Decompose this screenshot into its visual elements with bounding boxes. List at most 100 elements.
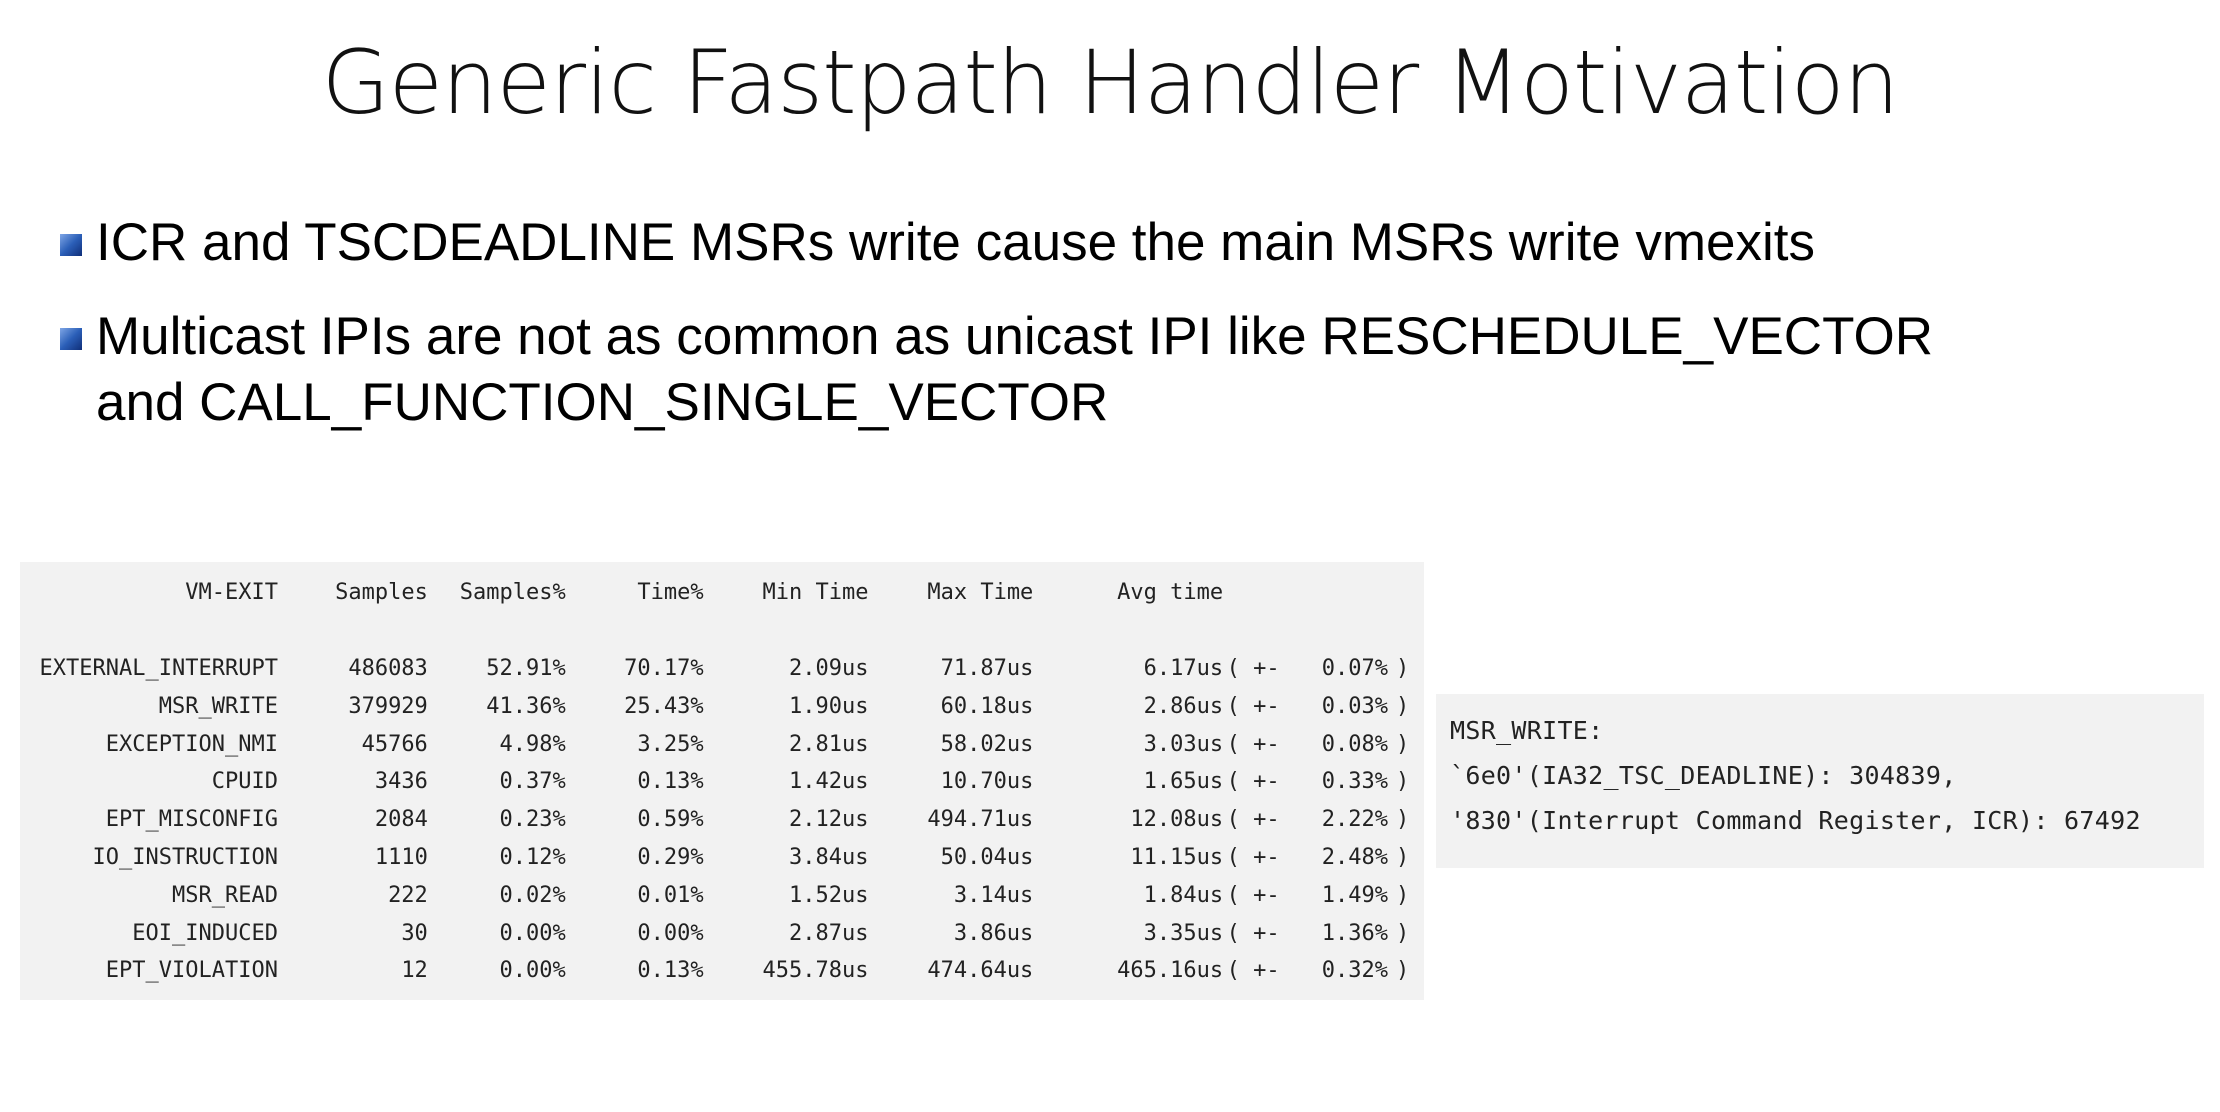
row-avg-time: 12.08us: [1130, 807, 1224, 833]
table-row: EOI_INDUCED 30 0.00% 0.00% 2.87us 3.86us 3.35u…: [20, 914, 1424, 952]
row-deviation: 0.32%: [1321, 958, 1388, 984]
row-samples-pct: 0.02%: [499, 882, 566, 908]
row-vm-exit-name: EXCEPTION_NMI: [105, 731, 278, 757]
row-deviation: 1.36%: [1321, 920, 1388, 946]
col-header-samples: Samples: [335, 580, 428, 606]
row-plus-minus: ( +-: [1226, 693, 1280, 719]
row-plus-minus: ( +-: [1226, 920, 1280, 946]
slide-title: Generic Fastpath Handler Motivation: [321, 31, 1900, 134]
row-vm-exit-name: CPUID: [211, 769, 278, 795]
row-time-pct: 0.00%: [637, 920, 704, 946]
row-min-time: 2.87us: [788, 920, 869, 946]
table-row: EXTERNAL_INTERRUPT 486083 52.91% 70.17% 2.09…: [20, 650, 1424, 688]
col-header-vm-exit: VM-EXIT: [185, 580, 278, 606]
row-min-time: 2.12us: [788, 807, 869, 833]
row-time-pct: 0.13%: [637, 958, 704, 984]
row-vm-exit-name: EXTERNAL_INTERRUPT: [39, 655, 278, 681]
row-close-paren: ): [1395, 693, 1410, 719]
row-time-pct: 0.59%: [637, 807, 704, 833]
msr-write-breakdown-panel: MSR_WRITE: `6e0'(IA32_TSC_DEADLINE): 304…: [1436, 694, 2204, 868]
row-vm-exit-name: EOI_INDUCED: [132, 920, 278, 946]
table-row: IO_INSTRUCTION 1110 0.12% 0.29% 3.84us 50.04u…: [20, 839, 1424, 877]
row-max-time: 474.64us: [927, 958, 1034, 984]
row-plus-minus: ( +-: [1226, 807, 1280, 833]
row-samples: 222: [388, 882, 428, 908]
row-time-pct: 3.25%: [637, 731, 704, 757]
msr-breakdown-line: `6e0'(IA32_TSC_DEADLINE): 304839,: [1450, 761, 1957, 790]
row-samples-pct: 0.37%: [499, 769, 566, 795]
row-min-time: 3.84us: [788, 844, 869, 870]
col-header-avg-time: Avg time: [1117, 580, 1224, 606]
row-close-paren: ): [1395, 958, 1410, 984]
row-min-time: 455.78us: [762, 958, 869, 984]
row-deviation: 0.33%: [1321, 769, 1388, 795]
table-row: CPUID 3436 0.37% 0.13% 1.42us 10.70us 1.65us( …: [20, 763, 1424, 801]
row-plus-minus: ( +-: [1226, 882, 1280, 908]
row-plus-minus: ( +-: [1226, 655, 1280, 681]
table-row: EPT_VIOLATION 12 0.00% 0.13% 455.78us 474.64u…: [20, 952, 1424, 990]
row-max-time: 50.04us: [940, 844, 1034, 870]
row-time-pct: 0.01%: [637, 882, 704, 908]
row-max-time: 71.87us: [940, 655, 1034, 681]
row-deviation: 1.49%: [1321, 882, 1388, 908]
row-close-paren: ): [1395, 844, 1410, 870]
bullet-list: ICR and TSCDEADLINE MSRs write cause the…: [60, 210, 2160, 464]
table-header-row: VM-EXIT Samples Samples% Time% Min Time …: [20, 574, 1424, 612]
row-samples: 3436: [374, 769, 428, 795]
row-deviation: 0.03%: [1321, 693, 1388, 719]
bullet-text-line: and CALL_FUNCTION_SINGLE_VECTOR: [96, 373, 1109, 432]
row-max-time: 3.86us: [953, 920, 1034, 946]
row-avg-time: 1.84us: [1143, 882, 1224, 908]
row-samples-pct: 4.98%: [499, 731, 566, 757]
row-samples: 379929: [348, 693, 428, 719]
row-vm-exit-name: EPT_MISCONFIG: [105, 807, 278, 833]
row-close-paren: ): [1395, 807, 1410, 833]
msr-write-heading: MSR_WRITE:: [1450, 716, 1604, 745]
row-samples-pct: 0.23%: [499, 807, 566, 833]
row-plus-minus: ( +-: [1226, 958, 1280, 984]
row-max-time: 494.71us: [927, 807, 1034, 833]
row-time-pct: 0.13%: [637, 769, 704, 795]
row-deviation: 2.48%: [1321, 844, 1388, 870]
row-deviation: 0.08%: [1321, 731, 1388, 757]
row-max-time: 10.70us: [940, 769, 1034, 795]
row-min-time: 1.90us: [788, 693, 869, 719]
bullet-text-line: Multicast IPIs are not as common as unic…: [96, 307, 1933, 366]
row-avg-time: 465.16us: [1117, 958, 1224, 984]
row-max-time: 60.18us: [940, 693, 1034, 719]
row-deviation: 0.07%: [1321, 655, 1388, 681]
msr-breakdown-line: '830'(Interrupt Command Register, ICR): …: [1450, 806, 2141, 835]
row-deviation: 2.22%: [1321, 807, 1388, 833]
row-plus-minus: ( +-: [1226, 731, 1280, 757]
row-plus-minus: ( +-: [1226, 844, 1280, 870]
row-avg-time: 6.17us: [1143, 655, 1224, 681]
row-vm-exit-name: EPT_VIOLATION: [105, 958, 278, 984]
row-samples: 30: [401, 920, 428, 946]
row-samples-pct: 41.36%: [486, 693, 566, 719]
row-samples-pct: 0.00%: [499, 920, 566, 946]
bullet-item: ICR and TSCDEADLINE MSRs write cause the…: [60, 210, 2160, 276]
row-avg-time: 11.15us: [1130, 844, 1224, 870]
col-header-max-time: Max Time: [927, 580, 1034, 606]
table-row: EXCEPTION_NMI 45766 4.98% 3.25% 2.81us 58.02u…: [20, 725, 1424, 763]
bullet-square-icon: [60, 328, 82, 350]
row-close-paren: ): [1395, 655, 1410, 681]
vmexit-stats-panel: VM-EXIT Samples Samples% Time% Min Time …: [20, 562, 1424, 1000]
row-samples: 12: [401, 958, 428, 984]
bullet-text: ICR and TSCDEADLINE MSRs write cause the…: [96, 213, 1816, 272]
row-samples: 45766: [361, 731, 428, 757]
row-vm-exit-name: IO_INSTRUCTION: [92, 844, 278, 870]
row-max-time: 58.02us: [940, 731, 1034, 757]
vmexit-stats-table: VM-EXIT Samples Samples% Time% Min Time …: [20, 574, 1424, 990]
table-row: MSR_READ 222 0.02% 0.01% 1.52us 3.14us 1.84us(…: [20, 876, 1424, 914]
row-time-pct: 0.29%: [637, 844, 704, 870]
row-samples: 486083: [348, 655, 428, 681]
row-min-time: 2.81us: [788, 731, 869, 757]
row-samples-pct: 0.00%: [499, 958, 566, 984]
row-avg-time: 2.86us: [1143, 693, 1224, 719]
row-samples: 2084: [374, 807, 428, 833]
col-header-min-time: Min Time: [762, 580, 869, 606]
row-avg-time: 1.65us: [1143, 769, 1224, 795]
vmexit-table-body: EXTERNAL_INTERRUPT 486083 52.91% 70.17% 2.09…: [20, 612, 1424, 990]
row-avg-time: 3.03us: [1143, 731, 1224, 757]
